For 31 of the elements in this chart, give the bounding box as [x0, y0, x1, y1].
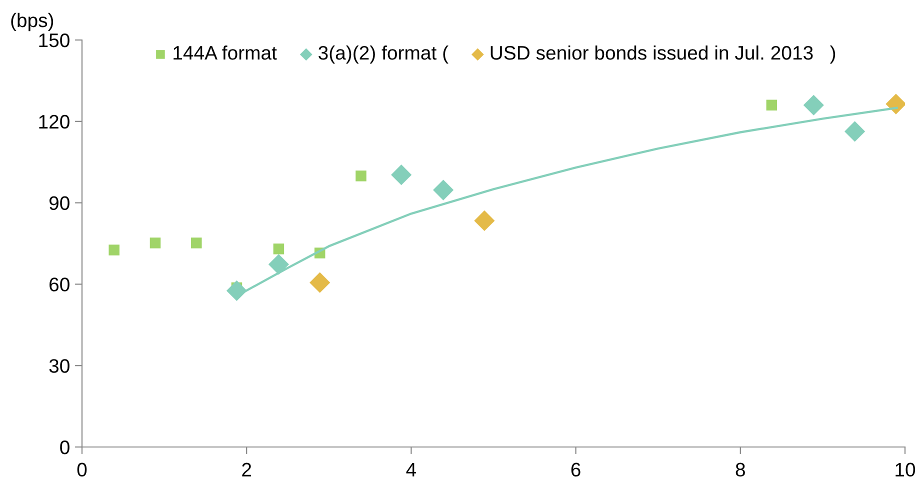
y-tick-label: 0	[60, 440, 70, 454]
y-tick-label: 150	[39, 33, 70, 48]
point	[474, 210, 495, 232]
point	[191, 238, 202, 248]
point	[886, 94, 905, 114]
point	[766, 100, 778, 110]
x-tick-label: 4	[406, 462, 416, 476]
y-axis-title: (bps)	[11, 12, 54, 32]
point	[108, 244, 120, 256]
point	[310, 272, 330, 293]
y-tick-label: 30	[49, 359, 70, 373]
x-tick-label: 6	[571, 462, 580, 477]
point	[356, 170, 366, 182]
x-tick-label: 10	[896, 462, 916, 477]
x-tick-label: 0	[77, 462, 87, 477]
point	[150, 238, 161, 248]
point	[803, 94, 824, 116]
x-tick-label: 2	[242, 462, 252, 476]
point	[844, 121, 866, 142]
y-tick-label: 60	[50, 278, 70, 292]
point	[432, 180, 454, 200]
legend-label: USD senior bonds issued in Jul. 2013 )	[490, 45, 836, 64]
point	[226, 280, 248, 302]
x-tick-label: 8	[736, 462, 745, 477]
y-tick-label: 120	[39, 114, 70, 129]
y-tick-label: 90	[49, 196, 70, 210]
point	[268, 254, 289, 275]
legend-label: 144A format	[174, 45, 277, 60]
point	[273, 244, 284, 254]
legend-label: 3(a)(2) format (	[318, 45, 448, 64]
point	[391, 164, 412, 186]
